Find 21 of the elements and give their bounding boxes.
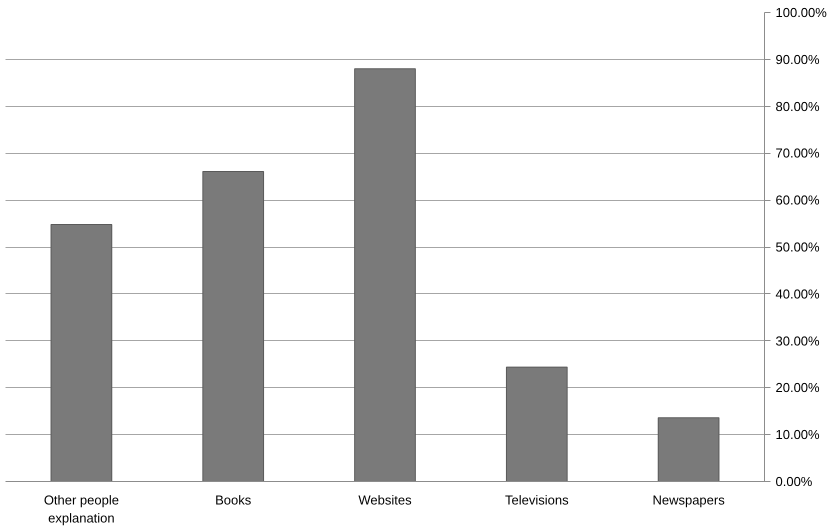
- bar: [354, 68, 416, 482]
- x-tick-label: Other people explanation: [44, 492, 119, 526]
- y-tick-label: 30.00%: [776, 333, 820, 348]
- y-tick-label: 40.00%: [776, 286, 820, 302]
- y-tick-label: 70.00%: [776, 146, 820, 161]
- x-tick-label: Televisions: [505, 492, 570, 508]
- y-tick-label: 0.00%: [776, 474, 813, 489]
- y-tick-label: 100.00%: [776, 5, 828, 20]
- x-tick-label: Books: [215, 492, 252, 508]
- x-tick-label: Newspapers: [652, 492, 726, 508]
- y-tick-label: 50.00%: [776, 240, 820, 254]
- y-tick-label: 10.00%: [776, 427, 820, 442]
- y-tick-label: 60.00%: [776, 192, 820, 208]
- bar: [506, 366, 568, 482]
- bar: [658, 417, 720, 482]
- bar: [202, 170, 264, 482]
- x-tick-label: Websites: [358, 492, 412, 508]
- y-tick-label: 90.00%: [776, 52, 820, 67]
- y-tick-label: 20.00%: [776, 380, 820, 396]
- bar: [50, 224, 112, 482]
- y-tick-label: 80.00%: [776, 98, 820, 114]
